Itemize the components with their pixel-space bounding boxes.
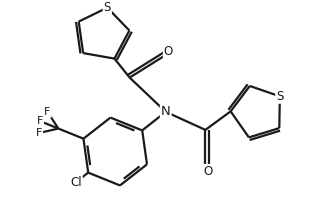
Text: Cl: Cl: [70, 176, 82, 189]
Text: O: O: [204, 165, 213, 178]
Text: N: N: [161, 105, 171, 118]
Text: S: S: [276, 90, 283, 103]
Text: F: F: [44, 107, 51, 117]
Text: S: S: [104, 1, 111, 14]
Text: F: F: [37, 116, 43, 126]
Text: F: F: [36, 128, 42, 138]
Text: O: O: [164, 45, 173, 58]
